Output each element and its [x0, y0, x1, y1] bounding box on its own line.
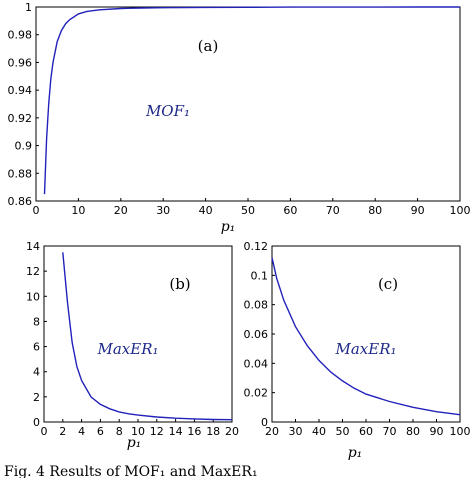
y-tick-label: 0.94 [8, 84, 33, 97]
y-tick-label: 0 [33, 416, 40, 429]
x-tick-label: 60 [359, 425, 373, 438]
x-tick-label: 18 [206, 425, 220, 438]
y-tick-label: 6 [33, 341, 40, 354]
chart-panel-c: 20 30 40 50 60 70 80 90 100 0 0.02 0.04 0.06 0.08 0.1 0… [244, 240, 471, 461]
x-tick-label: 40 [312, 425, 326, 438]
y-tick-label: 0.86 [8, 195, 33, 208]
x-axis-label: p₁ [348, 445, 363, 461]
y-tick-label: 0.08 [244, 299, 269, 312]
y-tick-label: 0.06 [244, 328, 269, 341]
y-tick-label: 4 [33, 366, 40, 379]
x-tick-label: 80 [406, 425, 420, 438]
x-tick-label: 60 [283, 204, 297, 217]
panel-label: (b) [169, 275, 190, 293]
x-tick-label: 6 [97, 425, 104, 438]
x-tick-label: 70 [326, 204, 340, 217]
y-tick-label: 10 [26, 290, 40, 303]
y-tick-label: 0.9 [15, 140, 33, 153]
plot-frame [35, 6, 461, 202]
x-axis-label: p₁ [221, 219, 236, 235]
y-tick-label: 12 [26, 265, 40, 278]
chart-panel-a: 0 10 20 30 40 50 60 70 80 90 100 0.86 0.88 0.9 0.92 0.9… [8, 1, 471, 235]
x-tick-label: 80 [368, 204, 382, 217]
y-tick-label: 0.96 [8, 56, 33, 69]
series-line [62, 252, 233, 421]
x-tick-label: 0 [41, 425, 48, 438]
plot-frame [43, 245, 233, 423]
x-tick-label: 70 [383, 425, 397, 438]
x-tick-label: 8 [116, 425, 123, 438]
y-tick-label: 0.04 [244, 357, 269, 370]
x-tick-label: 4 [78, 425, 85, 438]
y-tick-label: 0.88 [8, 167, 33, 180]
y-tick-label: 8 [33, 315, 40, 328]
y-tick-label: 0.02 [244, 387, 269, 400]
series-line [43, 6, 460, 195]
x-tick-label: 20 [265, 425, 279, 438]
x-tick-label: 12 [150, 425, 164, 438]
x-tick-label: 90 [411, 204, 425, 217]
panel-label: (a) [198, 37, 219, 55]
y-tick-label: 0.1 [251, 269, 269, 282]
panel-label: (c) [378, 275, 398, 293]
y-tick-label: 0.12 [244, 240, 269, 253]
y-tick-label: 0 [261, 416, 268, 429]
x-tick-label: 100 [450, 425, 471, 438]
x-tick-label: 20 [114, 204, 128, 217]
y-tick-label: 14 [26, 240, 40, 253]
x-tick-label: 0 [33, 204, 40, 217]
series-label: MaxER₁ [334, 340, 396, 358]
x-tick-label: 10 [71, 204, 85, 217]
x-tick-label: 40 [199, 204, 213, 217]
x-tick-label: 50 [241, 204, 255, 217]
x-tick-label: 16 [187, 425, 201, 438]
y-tick-label: 0.98 [8, 29, 33, 42]
x-tick-label: 30 [156, 204, 170, 217]
x-axis-label: p₁ [127, 435, 142, 451]
figure-caption: Fig. 4 Results of MOF₁ and MaxER₁ [4, 464, 258, 478]
x-tick-label: 20 [225, 425, 239, 438]
y-tick-label: 1 [25, 1, 32, 14]
x-tick-label: 2 [59, 425, 66, 438]
x-tick-label: 30 [289, 425, 303, 438]
series-label: MOF₁ [145, 102, 190, 120]
x-tick-label: 100 [450, 204, 471, 217]
series-label: MaxER₁ [96, 340, 158, 358]
y-tick-label: 2 [33, 391, 40, 404]
x-tick-label: 10 [131, 425, 145, 438]
series-line [271, 257, 461, 416]
x-tick-label: 90 [430, 425, 444, 438]
x-tick-label: 14 [169, 425, 183, 438]
y-tick-label: 0.92 [8, 112, 33, 125]
x-tick-label: 50 [336, 425, 350, 438]
